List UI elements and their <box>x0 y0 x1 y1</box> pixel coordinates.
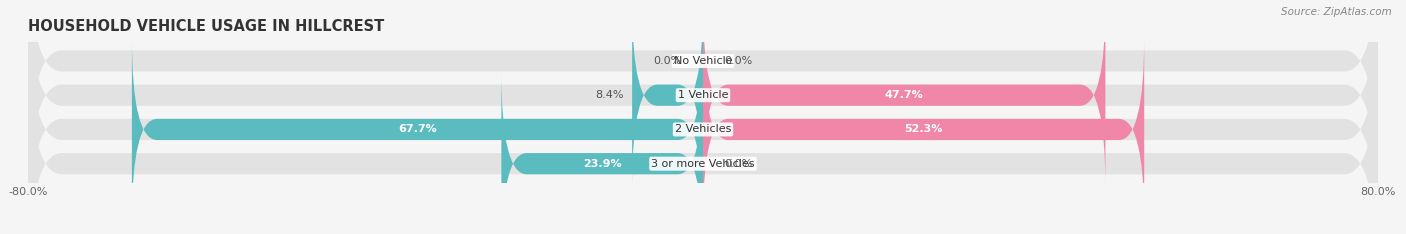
Text: 67.7%: 67.7% <box>398 124 437 135</box>
FancyBboxPatch shape <box>703 37 1144 222</box>
FancyBboxPatch shape <box>28 0 1378 187</box>
FancyBboxPatch shape <box>132 37 703 222</box>
Text: Source: ZipAtlas.com: Source: ZipAtlas.com <box>1281 7 1392 17</box>
FancyBboxPatch shape <box>28 37 1378 234</box>
Text: 3 or more Vehicles: 3 or more Vehicles <box>651 159 755 169</box>
Text: 2 Vehicles: 2 Vehicles <box>675 124 731 135</box>
Text: 0.0%: 0.0% <box>724 159 752 169</box>
Text: HOUSEHOLD VEHICLE USAGE IN HILLCREST: HOUSEHOLD VEHICLE USAGE IN HILLCREST <box>28 19 384 34</box>
Text: 47.7%: 47.7% <box>884 90 924 100</box>
FancyBboxPatch shape <box>28 0 1378 222</box>
FancyBboxPatch shape <box>28 3 1378 234</box>
Text: 52.3%: 52.3% <box>904 124 943 135</box>
Text: 23.9%: 23.9% <box>583 159 621 169</box>
FancyBboxPatch shape <box>502 72 703 234</box>
Text: No Vehicle: No Vehicle <box>673 56 733 66</box>
Text: 0.0%: 0.0% <box>724 56 752 66</box>
Text: 8.4%: 8.4% <box>595 90 624 100</box>
Text: 0.0%: 0.0% <box>654 56 682 66</box>
FancyBboxPatch shape <box>633 3 703 187</box>
Text: 1 Vehicle: 1 Vehicle <box>678 90 728 100</box>
FancyBboxPatch shape <box>703 3 1105 187</box>
